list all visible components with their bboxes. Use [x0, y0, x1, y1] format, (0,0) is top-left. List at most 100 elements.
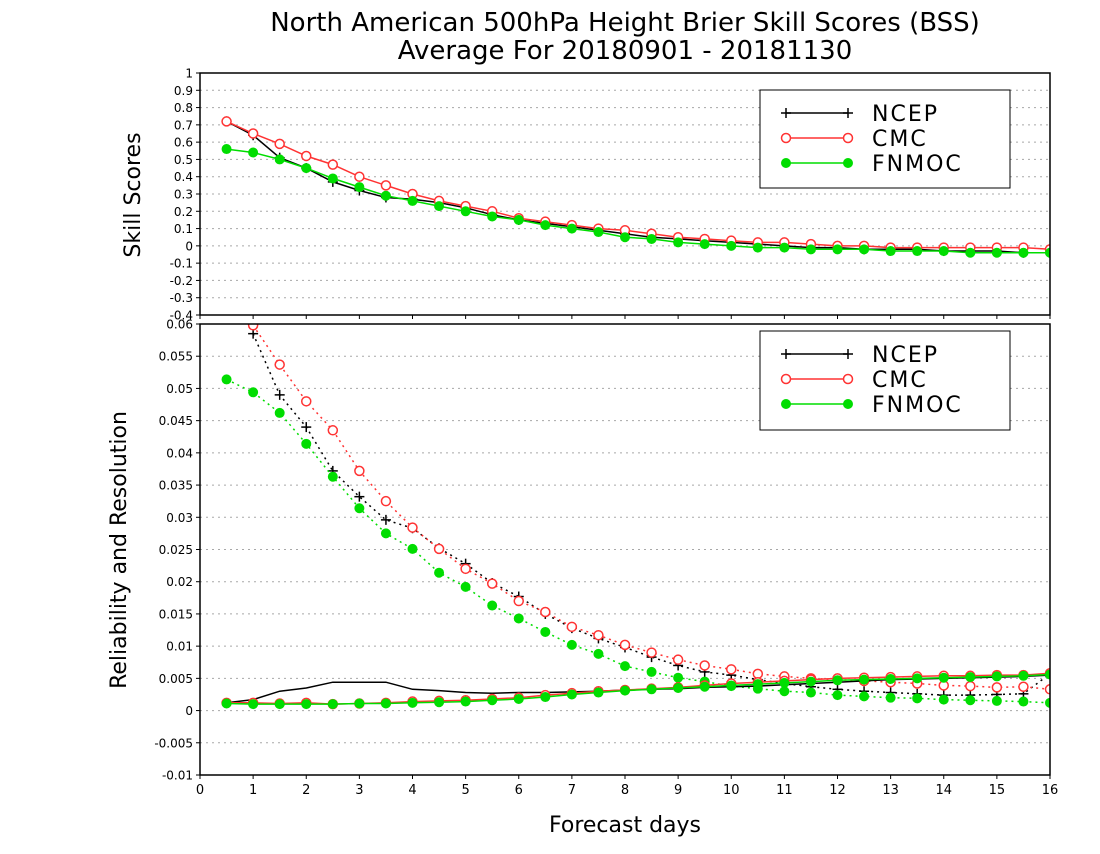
series-fnmoc-resolution-point	[991, 695, 1002, 706]
series-fnmoc-point	[805, 244, 816, 255]
series-cmc-resolution-point	[407, 522, 418, 533]
series-fnmoc-resolution-point	[301, 438, 312, 449]
series-fnmoc-resolution-point	[779, 686, 790, 697]
series-group	[221, 116, 1050, 258]
y-tick-label: 0.045	[159, 414, 193, 428]
series-fnmoc-point	[832, 244, 843, 255]
series-fnmoc-reliability-point	[885, 674, 896, 685]
series-cmc-resolution-point	[486, 578, 498, 589]
series-fnmoc-resolution-point	[593, 648, 604, 659]
y-tick-label: 0.4	[174, 170, 193, 184]
x-tick-label: 11	[776, 783, 793, 798]
series-fnmoc-reliability-point	[991, 671, 1002, 682]
series-fnmoc-reliability-point	[407, 697, 418, 708]
plot-frame	[199, 72, 1051, 316]
y-tick-label: 0.025	[159, 543, 193, 557]
series-cmc-point	[380, 180, 392, 191]
series-cmc-resolution-point	[699, 660, 710, 671]
y-tick-label: 0	[185, 239, 193, 253]
series-fnmoc-reliability-point	[566, 689, 577, 700]
series-fnmoc-reliability-point	[938, 672, 949, 683]
series-fnmoc-point	[434, 201, 445, 212]
series-fnmoc-point	[699, 239, 710, 250]
series-cmc-resolution-point	[566, 621, 578, 633]
series-fnmoc-reliability-point	[620, 685, 630, 696]
series-fnmoc-point	[566, 223, 577, 234]
series-cmc-resolution-point	[433, 543, 445, 555]
series-fnmoc-reliability-point	[1045, 669, 1050, 680]
series-cmc-resolution-point	[1018, 681, 1029, 692]
chart-subtitle: Average For 20180901 - 20181130	[398, 36, 853, 66]
series-fnmoc-point	[407, 195, 418, 206]
y-tick-label: 0.03	[166, 511, 193, 525]
series-fnmoc-point	[965, 247, 976, 258]
series-fnmoc-point	[487, 211, 498, 222]
series-fnmoc-point	[673, 237, 684, 248]
x-tick-label: 2	[302, 783, 310, 798]
series-fnmoc-resolution-point	[380, 528, 391, 539]
x-tick-label: 4	[408, 783, 416, 798]
series-cmc-resolution-point	[247, 324, 259, 331]
series-fnmoc-reliability-point	[779, 677, 790, 688]
series-fnmoc-reliability-point	[354, 698, 365, 709]
series-cmc-point	[354, 171, 365, 182]
legend-label-ncep: NCEP	[872, 102, 939, 127]
series-fnmoc-reliability-point	[434, 697, 445, 708]
y-tick-label: 0.6	[174, 136, 193, 150]
series-fnmoc-reliability-point	[248, 699, 259, 710]
series-cmc-point	[274, 138, 285, 150]
y-tick-label: -0.4	[170, 309, 193, 323]
series-fnmoc-resolution-point	[859, 691, 870, 702]
series-fnmoc-resolution-point	[912, 693, 923, 704]
series-cmc-resolution-point	[301, 396, 312, 407]
series-fnmoc-point	[513, 214, 524, 225]
series-cmc-resolution-point	[619, 639, 631, 651]
legend-box	[759, 330, 1011, 431]
plot-frame	[199, 323, 1051, 776]
y-tick-label: -0.005	[154, 736, 193, 750]
series-fnmoc-resolution-point	[566, 639, 577, 650]
series-fnmoc-reliability-point	[593, 687, 604, 698]
panel-skill-scores: -0.4 -0.3 -0.2 -0.1 0 0.1 0.2 0.3 0.4 0.5 0.6 0.7 0.…	[170, 67, 1051, 323]
y-tick-label: 0.2	[174, 205, 193, 219]
series-fnmoc-resolution-point	[248, 387, 259, 398]
series-fnmoc-point	[620, 232, 630, 243]
legend-marker-fnmoc	[781, 399, 791, 409]
series-fnmoc-point	[726, 240, 737, 251]
series-fnmoc-resolution-point	[885, 692, 896, 703]
series-fnmoc-point	[274, 154, 285, 165]
series-cmc-resolution-point	[513, 595, 524, 607]
series-group	[221, 324, 1050, 710]
series-fnmoc-reliability-point	[274, 699, 285, 710]
series-fnmoc-reliability-point	[912, 673, 923, 684]
series-fnmoc-point	[991, 247, 1002, 258]
y-tick-label: 0.06	[166, 318, 193, 332]
series-fnmoc-point	[938, 246, 949, 257]
series-fnmoc-point	[301, 163, 312, 174]
legend-label-fnmoc: FNMOC	[872, 152, 963, 177]
series-cmc-resolution-point	[274, 359, 285, 370]
y-tick-label: 0.015	[159, 607, 193, 621]
series-fnmoc-resolution-point	[965, 695, 976, 706]
series-fnmoc-resolution-point	[513, 613, 524, 624]
series-fnmoc-reliability-point	[752, 679, 763, 690]
legend-marker-cmc	[780, 132, 792, 144]
series-fnmoc-point	[885, 246, 896, 257]
series-cmc-resolution-point	[593, 629, 604, 641]
series-cmc-resolution-point	[327, 425, 339, 436]
x-tick-label: 15	[989, 783, 1006, 798]
panel-reliability-resolution: -0.01 -0.005 0 0.005 0.01 0.015 0.02 0.025 0.03 0…	[154, 318, 1058, 799]
top-panel-y-axis-label: Skill Scores	[121, 132, 146, 257]
series-cmc-resolution-point	[672, 654, 684, 665]
series-fnmoc-point	[912, 246, 923, 257]
series-fnmoc-resolution-point	[327, 471, 338, 482]
legend-marker-fnmoc	[843, 158, 853, 168]
series-fnmoc-point	[221, 144, 232, 155]
y-tick-label: 0.02	[166, 575, 193, 589]
series-cmc-point	[247, 128, 259, 139]
series-fnmoc-reliability-point	[805, 676, 816, 687]
series-fnmoc-reliability-point	[327, 699, 338, 710]
series-cmc-resolution-point	[991, 682, 1003, 693]
y-tick-label: 0.3	[174, 188, 193, 202]
y-tick-label: -0.2	[170, 274, 193, 288]
